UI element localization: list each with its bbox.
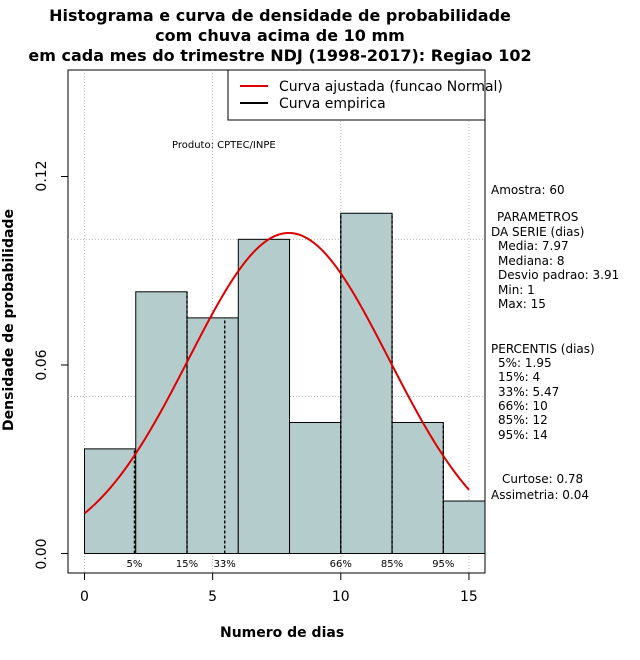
stat-p5: 5%: 1.95 bbox=[498, 356, 552, 370]
stat-max: Max: 15 bbox=[498, 297, 546, 311]
product-note: Produto: CPTEC/INPE bbox=[172, 140, 276, 151]
x-axis-label: Numero de dias bbox=[220, 625, 345, 641]
percentile-label-95: 95% bbox=[432, 559, 455, 570]
histogram-bar-3 bbox=[186, 317, 239, 554]
chart-title-line-1: Histograma e curva de densidade de proba… bbox=[49, 6, 511, 25]
x-tick-label: 0 bbox=[80, 589, 89, 605]
y-tick-label: 0.06 bbox=[34, 349, 50, 381]
percentile-label-66: 66% bbox=[329, 559, 352, 570]
stat-p95: 95%: 14 bbox=[498, 428, 548, 442]
x-tick-label: 10 bbox=[331, 589, 350, 605]
stat-parametros-title-1: PARAMETROS bbox=[497, 210, 579, 224]
stat-amostra: Amostra: 60 bbox=[491, 183, 565, 197]
legend-label-2: Curva empirica bbox=[279, 96, 386, 112]
legend-box bbox=[227, 69, 486, 121]
stat-p15: 15%: 4 bbox=[498, 370, 541, 384]
stat-percentis-title: PERCENTIS (dias) bbox=[491, 342, 595, 356]
stat-mediana: Mediana: 8 bbox=[498, 254, 565, 268]
stat-p85: 85%: 12 bbox=[498, 413, 548, 427]
percentile-label-15: 15% bbox=[175, 559, 199, 570]
stat-desvio: Desvio padrao: 3.91 bbox=[498, 268, 620, 282]
legend-label-1: Curva ajustada (funcao Normal) bbox=[279, 79, 503, 95]
chart-title-line-3: em cada mes do trimestre NDJ (1998-2017)… bbox=[28, 46, 532, 65]
stat-min: Min: 1 bbox=[498, 283, 535, 297]
histogram-bar-4 bbox=[237, 238, 291, 555]
percentile-label-5: 5% bbox=[126, 559, 143, 570]
stat-p66: 66%: 10 bbox=[498, 399, 548, 413]
percentile-label-33: 33% bbox=[213, 559, 236, 570]
stat-curtose: Curtose: 0.78 bbox=[502, 472, 584, 486]
x-tick-label: 15 bbox=[460, 589, 478, 605]
histogram-bar-6 bbox=[340, 212, 393, 555]
percentile-label-85: 85% bbox=[380, 559, 404, 570]
chart-title-line-2: com chuva acima de 10 mm bbox=[155, 26, 405, 45]
stat-assimetria: Assimetria: 0.04 bbox=[491, 488, 590, 502]
stat-p33: 33%: 5.47 bbox=[498, 385, 560, 399]
histogram-bar-2 bbox=[135, 291, 188, 554]
histogram-bar-5 bbox=[289, 421, 342, 555]
y-tick-label: 0.00 bbox=[34, 537, 50, 570]
stat-media: Media: 7.97 bbox=[498, 239, 569, 253]
y-axis-label: Densidade de probabilidade bbox=[1, 209, 17, 431]
normal-fit-curve bbox=[83, 231, 470, 515]
stat-parametros-title-2: DA SERIE (dias) bbox=[491, 225, 585, 239]
histogram-bar-8 bbox=[442, 500, 486, 554]
y-tick-label: 0.12 bbox=[34, 160, 50, 193]
x-tick-label: 5 bbox=[208, 589, 218, 605]
